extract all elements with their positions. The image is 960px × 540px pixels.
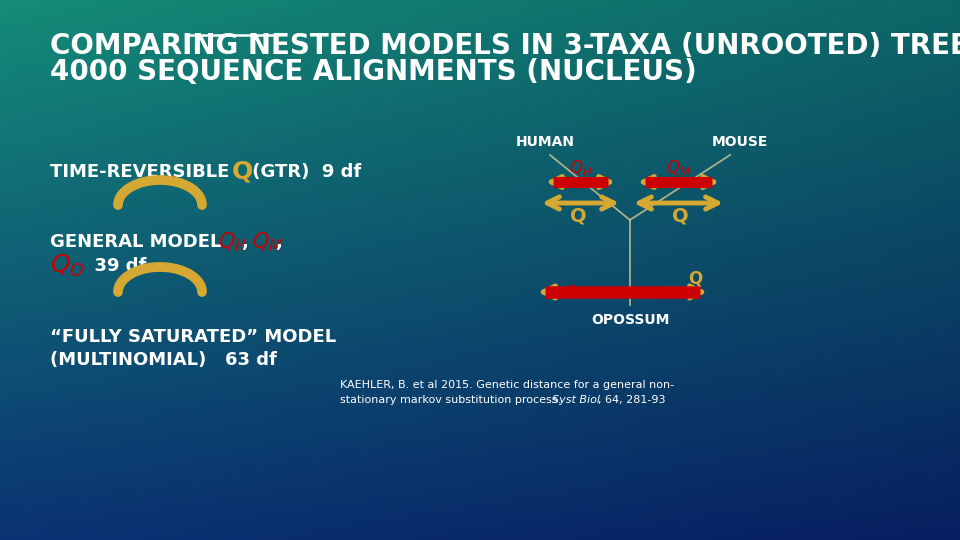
Text: HUMAN: HUMAN <box>516 135 574 149</box>
Text: $Q_O$: $Q_O$ <box>50 253 84 279</box>
Text: $Q_H$: $Q_H$ <box>218 230 247 254</box>
Text: ,: , <box>242 233 249 251</box>
Text: Q: Q <box>688 270 702 288</box>
Text: $Q_O$: $Q_O$ <box>565 284 586 300</box>
Text: (MULTINOMIAL)   63 df: (MULTINOMIAL) 63 df <box>50 351 276 369</box>
Text: Syst Biol: Syst Biol <box>552 395 600 405</box>
Text: ,: , <box>276 233 283 251</box>
Text: $Q_H$: $Q_H$ <box>568 158 592 178</box>
Text: GENERAL MODEL: GENERAL MODEL <box>50 233 228 251</box>
Text: “FULLY SATURATED” MODEL: “FULLY SATURATED” MODEL <box>50 328 336 346</box>
Text: stationary markov substitution process.: stationary markov substitution process. <box>340 395 564 405</box>
Text: $Q_M$: $Q_M$ <box>252 230 282 254</box>
Text: (GTR)  9 df: (GTR) 9 df <box>246 163 361 181</box>
Text: COMPARING NESTED MODELS IN 3-TAXA (UNROOTED) TREE: COMPARING NESTED MODELS IN 3-TAXA (UNROO… <box>50 32 960 60</box>
Text: MOUSE: MOUSE <box>711 135 768 149</box>
Text: Q: Q <box>570 206 587 225</box>
Text: TIME-REVERSIBLE: TIME-REVERSIBLE <box>50 163 235 181</box>
Text: $Q_M$: $Q_M$ <box>666 158 691 178</box>
Text: , 64, 281-93: , 64, 281-93 <box>598 395 665 405</box>
Text: KAEHLER, B. et al 2015. Genetic distance for a general non-: KAEHLER, B. et al 2015. Genetic distance… <box>340 380 674 390</box>
Text: Q: Q <box>672 206 689 225</box>
Text: 4000 SEQUENCE ALIGNMENTS (NUCLEUS): 4000 SEQUENCE ALIGNMENTS (NUCLEUS) <box>50 58 697 86</box>
Text: Q: Q <box>232 160 253 184</box>
Text: OPOSSUM: OPOSSUM <box>590 313 669 327</box>
Text: 39 df: 39 df <box>82 257 146 275</box>
